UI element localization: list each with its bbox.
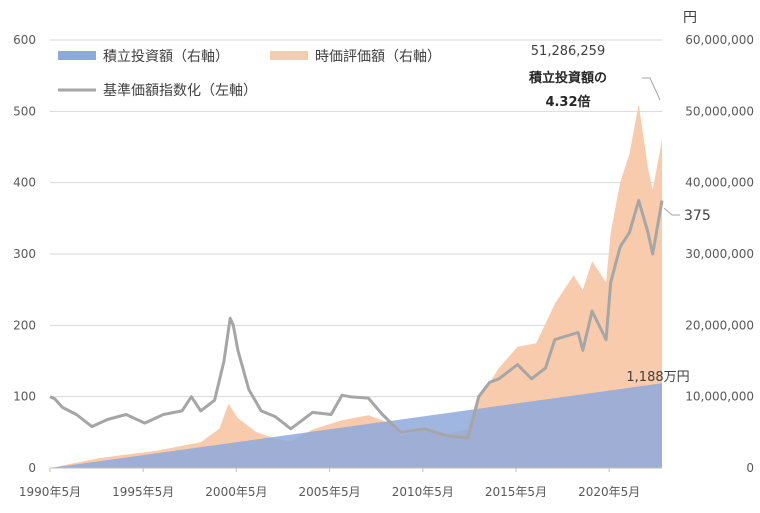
index-end-leader: [663, 207, 680, 216]
index-end-label: 375: [684, 208, 711, 224]
right-tick-label: 50,000,000: [685, 104, 754, 118]
x-tick-label: 2000年5月: [205, 485, 267, 499]
legend-swatch-invested: [58, 51, 96, 60]
legend-label-market-value: 時価評価額（右軸）: [315, 49, 441, 65]
x-tick-label: 2015年5月: [485, 485, 547, 499]
left-tick-label: 500: [13, 104, 36, 118]
x-tick-label: 1990年5月: [19, 485, 81, 499]
multiple-caption: 積立投資額の: [528, 70, 607, 86]
left-tick-label: 300: [13, 247, 36, 261]
market-value-area: [50, 104, 662, 468]
left-tick-label: 600: [13, 33, 36, 47]
right-tick-label: 60,000,000: [685, 33, 754, 47]
invested-end-label: 1,188万円: [626, 370, 689, 385]
left-tick-label: 100: [13, 390, 36, 404]
left-tick-label: 0: [28, 461, 36, 475]
legend-label-invested: 積立投資額（右軸）: [103, 49, 229, 65]
legend-swatch-market-value: [270, 51, 308, 60]
right-tick-label: 40,000,000: [685, 176, 754, 190]
series-layer: [49, 104, 664, 468]
legend-label-index: 基準価額指数化（左軸）: [103, 82, 257, 99]
right-tick-label: 30,000,000: [685, 247, 754, 261]
final-value-leader: [642, 77, 661, 101]
x-tick-label: 2005年5月: [299, 485, 361, 499]
right-tick-label: 20,000,000: [685, 318, 754, 332]
x-tick-label: 2010年5月: [392, 485, 454, 499]
x-tick-label: 1995年5月: [112, 485, 174, 499]
x-axis-ticks: 1990年5月 1995年5月 2000年5月 2005年5月 2010年5月 2015年…: [19, 468, 640, 499]
left-tick-label: 200: [13, 318, 36, 332]
legend: 積立投資額（右軸） 時価評価額（右軸） 基準価額指数化（左軸）: [58, 49, 441, 99]
invested-area: [50, 383, 662, 468]
x-tick-label: 2020年5月: [578, 485, 640, 499]
multiple-value: 4.32倍: [545, 94, 590, 110]
left-axis-ticks: 0 100 200 300 400 500 600: [13, 33, 36, 475]
right-axis-ticks: 0 10,000,000 20,000,000 30,000,000 40,000,00…: [685, 33, 754, 475]
index-line: [49, 199, 664, 440]
right-tick-label: 0: [746, 461, 754, 475]
left-tick-label: 400: [13, 176, 36, 190]
right-axis-unit: 円: [683, 10, 697, 26]
right-tick-label: 10,000,000: [685, 390, 754, 404]
final-value-label: 51,286,259: [531, 44, 605, 59]
